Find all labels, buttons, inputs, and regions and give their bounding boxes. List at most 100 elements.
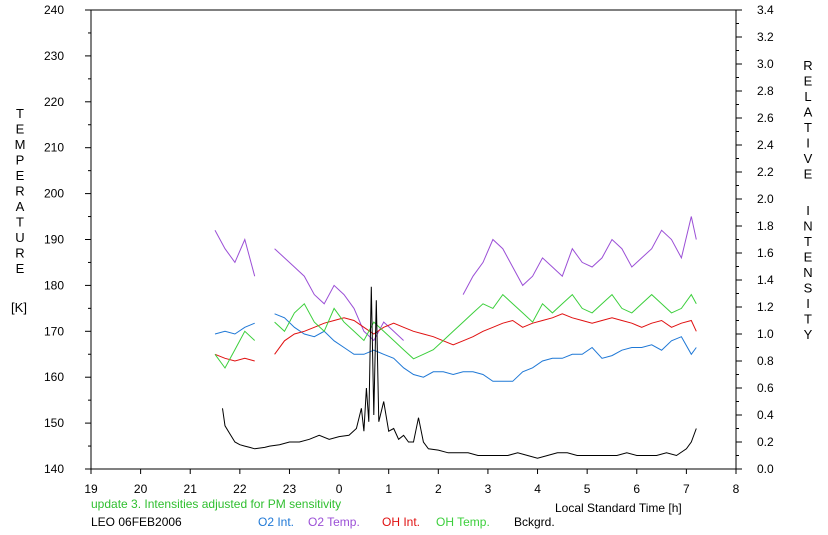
y-left-tick-label: 170 [44, 324, 64, 338]
series-oh-int [214, 313, 697, 362]
station-date: LEO 06FEB2006 [91, 515, 182, 529]
series-oh-temp [214, 293, 697, 369]
y-right-title-letter: T [804, 234, 812, 249]
series-line [274, 313, 697, 355]
y-left-tick-label: 200 [44, 187, 64, 201]
series-line [462, 216, 697, 295]
y-left-tick-label: 210 [44, 141, 64, 155]
x-tick-label: 1 [385, 482, 392, 496]
y-left-title-letter: U [15, 230, 24, 245]
axis-layer: 19 20 21 22 23 0 1 2 3 4 5 6 7 8140150160170180190200… [11, 3, 813, 496]
x-tick-label: 22 [233, 482, 247, 496]
y-left-title-letter: R [15, 246, 24, 261]
y-left-title-letter: E [16, 122, 25, 137]
legend-item: Bckgrd. [514, 515, 555, 529]
y-right-tick-label: 1.6 [757, 246, 774, 260]
y-left-tick-label: 220 [44, 95, 64, 109]
y-left-tick-label: 190 [44, 233, 64, 247]
legend-item: O2 Temp. [308, 515, 360, 529]
y-right-title-letter: E [804, 74, 813, 89]
y-right-tick-label: 2.2 [757, 165, 774, 179]
series-line [274, 313, 697, 382]
y-right-tick-label: 3.2 [757, 30, 774, 44]
y-left-title-letter: M [15, 137, 26, 152]
plot-area [90, 9, 737, 470]
y-right-title-letter: L [804, 89, 811, 104]
y-right-title-letter: I [806, 296, 810, 311]
series-o2-int [214, 313, 697, 382]
y-left-title-letter: A [16, 199, 25, 214]
series-layer [214, 216, 697, 459]
y-right-title-letter: I [806, 203, 810, 218]
y-left-title-letter: E [16, 168, 25, 183]
x-tick-label: 20 [134, 482, 148, 496]
x-tick-label: 19 [84, 482, 98, 496]
y-right-title-letter: V [804, 151, 813, 166]
y-right-title-letter: T [804, 312, 812, 327]
series-line [214, 330, 256, 369]
series-line [214, 353, 255, 362]
y-right-tick-label: 1.0 [757, 327, 774, 341]
y-left-tick-label: 150 [44, 416, 64, 430]
legend-item: OH Temp. [436, 515, 490, 529]
x-tick-label: 7 [683, 482, 690, 496]
legend: O2 Int. O2 Temp. OH Int. OH Temp. Bckgrd. [258, 515, 578, 531]
y-right-title-letter: S [804, 281, 813, 296]
x-tick-label: 4 [534, 482, 541, 496]
series-line [274, 248, 404, 342]
y-left-tick-label: 160 [44, 370, 64, 384]
series-line [274, 293, 697, 360]
y-left-title-letter: T [16, 106, 24, 121]
y-right-title-letter: T [804, 120, 812, 135]
x-tick-label: 23 [283, 482, 297, 496]
y-left-title-letter: P [16, 153, 25, 168]
series-line [222, 286, 697, 459]
y-right-tick-label: 0.4 [757, 408, 774, 422]
series-bckgrd [222, 286, 697, 459]
y-left-title-letter: E [16, 261, 25, 276]
legend-item: O2 Int. [258, 515, 295, 529]
y-right-tick-label: 0.2 [757, 435, 774, 449]
y-right-tick-label: 1.4 [757, 273, 774, 287]
series-line [214, 322, 255, 335]
y-right-tick-label: 1.8 [757, 219, 774, 233]
y-right-tick-label: 3.0 [757, 57, 774, 71]
y-right-tick-label: 3.4 [757, 3, 774, 17]
x-axis-title: Local Standard Time [h] [555, 501, 682, 515]
y-left-tick-label: 140 [44, 462, 64, 476]
y-right-title-letter: I [806, 136, 810, 151]
legend-item: OH Int. [382, 515, 421, 529]
y-right-tick-label: 2.6 [757, 111, 774, 125]
y-left-tick-label: 240 [44, 3, 64, 17]
y-right-tick-label: 2.4 [757, 138, 774, 152]
series-o2-temp [214, 216, 697, 342]
series-line [214, 230, 256, 277]
y-right-tick-label: 0.6 [757, 381, 774, 395]
y-left-title-letter: T [16, 215, 24, 230]
x-tick-label: 5 [584, 482, 591, 496]
x-tick-label: 0 [336, 482, 343, 496]
y-right-title-letter: E [804, 167, 813, 182]
y-right-title-letter: A [804, 105, 813, 120]
y-left-tick-label: 180 [44, 278, 64, 292]
x-tick-label: 21 [184, 482, 198, 496]
y-left-title-letter: R [15, 184, 24, 199]
y-right-title-letter: N [803, 219, 812, 234]
y-left-unit: [K] [11, 300, 27, 315]
y-right-tick-label: 0.8 [757, 354, 774, 368]
y-right-title-letter: N [803, 265, 812, 280]
update-note: update 3. Intensities adjusted for PM se… [91, 497, 342, 511]
y-right-tick-label: 2.0 [757, 192, 774, 206]
y-right-tick-label: 0.0 [757, 462, 774, 476]
y-right-title-letter: R [803, 58, 812, 73]
y-left-tick-label: 230 [44, 49, 64, 63]
y-right-title-letter: E [804, 250, 813, 265]
y-right-tick-label: 2.8 [757, 84, 774, 98]
x-tick-label: 8 [733, 482, 740, 496]
y-right-title-letter: Y [804, 327, 813, 342]
x-tick-label: 2 [435, 482, 442, 496]
x-tick-label: 3 [485, 482, 492, 496]
x-tick-label: 6 [633, 482, 640, 496]
y-right-tick-label: 1.2 [757, 300, 774, 314]
